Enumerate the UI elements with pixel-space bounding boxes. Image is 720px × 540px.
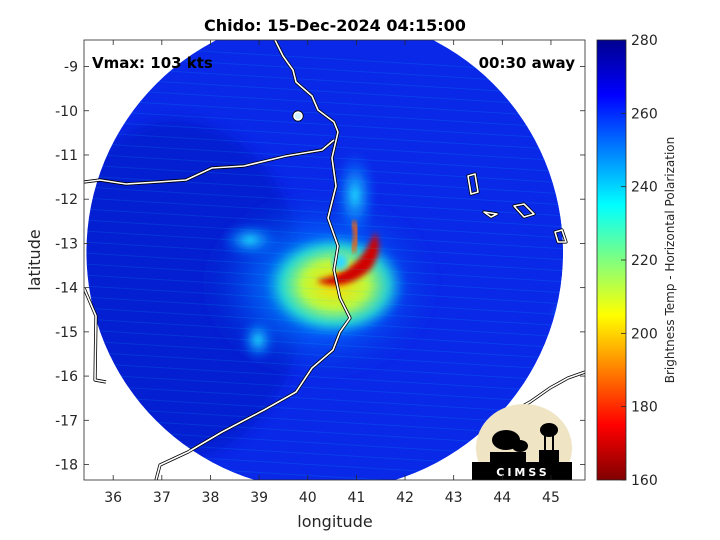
rain-band-southwest	[240, 318, 276, 362]
colorbar-label: Brightness Temp - Horizontal Polarizatio…	[663, 137, 677, 384]
chart-title: Chido: 15-Dec-2024 04:15:00	[204, 16, 466, 35]
colorbar-tick-label: 220	[631, 253, 658, 269]
scan-streak	[86, 208, 564, 240]
plot-area: CIMSS Vmax: 103 kts 00:30 away	[84, 40, 585, 480]
colorbar-tick-label: 260	[631, 106, 658, 122]
colorbar-ticks: 160 180 200 220 240 260 280	[621, 33, 658, 489]
scan-streak	[86, 98, 564, 130]
water-tower-icon	[539, 423, 559, 462]
eyewall	[318, 232, 379, 286]
colorbar-tick-label: 200	[631, 326, 658, 342]
rain-band-west	[220, 222, 280, 258]
antenna-icon	[490, 430, 528, 462]
vmax-annotation: Vmax: 103 kts	[92, 54, 213, 72]
scan-streak	[86, 373, 564, 405]
x-tick-label: 41	[347, 490, 365, 506]
logo-text: CIMSS	[496, 466, 549, 479]
colorbar-tick-label: 180	[631, 400, 658, 416]
plot-frame	[83, 39, 586, 481]
scan-streak	[86, 285, 564, 317]
y-tick-label: -15	[55, 325, 78, 341]
microwave-swath	[86, 40, 564, 480]
eyewall-arc	[349, 219, 360, 254]
y-tick-label: -10	[55, 104, 78, 120]
x-tick-label: 42	[396, 490, 414, 506]
x-tick-label: 40	[299, 490, 317, 506]
scan-streak	[86, 186, 564, 218]
x-tick-label: 38	[202, 490, 220, 506]
y-tick-label: -16	[55, 369, 78, 385]
colorbar: 160 180 200 220 240 260 280 Brightness Temp - …	[596, 33, 677, 489]
colorbar-tick-label: 280	[631, 33, 658, 49]
scan-streak	[86, 274, 564, 306]
y-tick-label: -9	[64, 60, 78, 76]
y-axis: -9 -10 -11 -12 -13 -14 -15 -16 -17 -18	[55, 60, 585, 474]
x-tick-label: 44	[493, 490, 511, 506]
x-tick-label: 43	[445, 490, 463, 506]
colorbar-tick-label: 240	[631, 180, 658, 196]
x-axis-label: longitude	[297, 512, 372, 531]
scan-streak	[86, 120, 564, 152]
x-tick-label: 37	[153, 490, 171, 506]
scan-streak	[86, 197, 564, 229]
x-tick-label: 45	[542, 490, 560, 506]
y-tick-label: -18	[55, 458, 78, 474]
y-tick-label: -14	[55, 281, 78, 297]
colorbar-tick-label: 160	[631, 473, 658, 489]
scan-streak	[86, 296, 564, 328]
y-tick-label: -13	[55, 236, 78, 252]
y-tick-label: -12	[55, 192, 78, 208]
scan-streak	[86, 307, 564, 339]
scan-streak	[86, 318, 564, 350]
scan-streak	[86, 230, 564, 262]
y-tick-label: -17	[55, 413, 78, 429]
y-tick-label: -11	[55, 148, 78, 164]
rain-band-north	[333, 150, 377, 240]
scan-streak	[86, 76, 564, 108]
scan-streak	[86, 340, 564, 372]
scan-streak	[86, 142, 564, 174]
x-axis: 36 37 38 39 40 41 42 43 44 45	[104, 40, 560, 506]
x-tick-label: 36	[104, 490, 122, 506]
cimss-logo: CIMSS	[472, 404, 572, 480]
coastline-layer	[84, 40, 585, 480]
y-axis-label: latitude	[25, 229, 44, 290]
x-tick-label: 39	[250, 490, 268, 506]
time-away-annotation: 00:30 away	[479, 54, 576, 72]
scan-streak	[86, 241, 564, 273]
scan-streak	[86, 362, 564, 394]
scan-streak	[86, 351, 564, 383]
scan-streak	[86, 87, 564, 119]
